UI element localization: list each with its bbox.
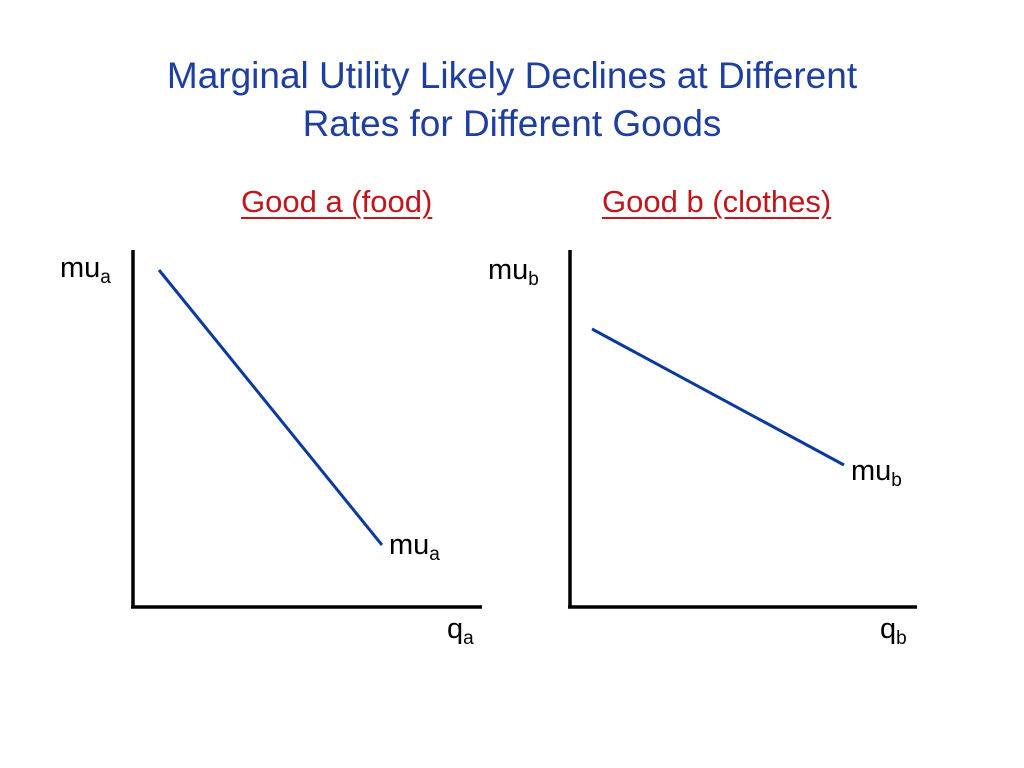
panel-b-curve-label: mub <box>851 455 902 491</box>
panel-b-x-axis-label: qb <box>880 613 907 649</box>
panel-a-y-axis-label: mua <box>60 252 111 288</box>
slide-title-line-1: Marginal Utility Likely Declines at Diff… <box>166 55 858 96</box>
panel-b-axes <box>568 250 917 609</box>
slide-title: Marginal Utility Likely Declines at Diff… <box>0 52 1024 148</box>
panel-a-axes <box>131 250 482 609</box>
panel-heading-good-a: Good a (food) <box>241 184 433 219</box>
panel-b-y-axis-label: mub <box>488 254 539 290</box>
panel-a-mu-curve <box>157 269 384 546</box>
panel-a-curve-label: mua <box>389 529 440 565</box>
panel-a-x-axis-label: qa <box>447 613 474 649</box>
panel-heading-good-b: Good b (clothes) <box>602 184 832 219</box>
slide-title-line-2: Rates for Different Goods <box>302 103 722 144</box>
panel-b-mu-curve <box>591 327 845 467</box>
